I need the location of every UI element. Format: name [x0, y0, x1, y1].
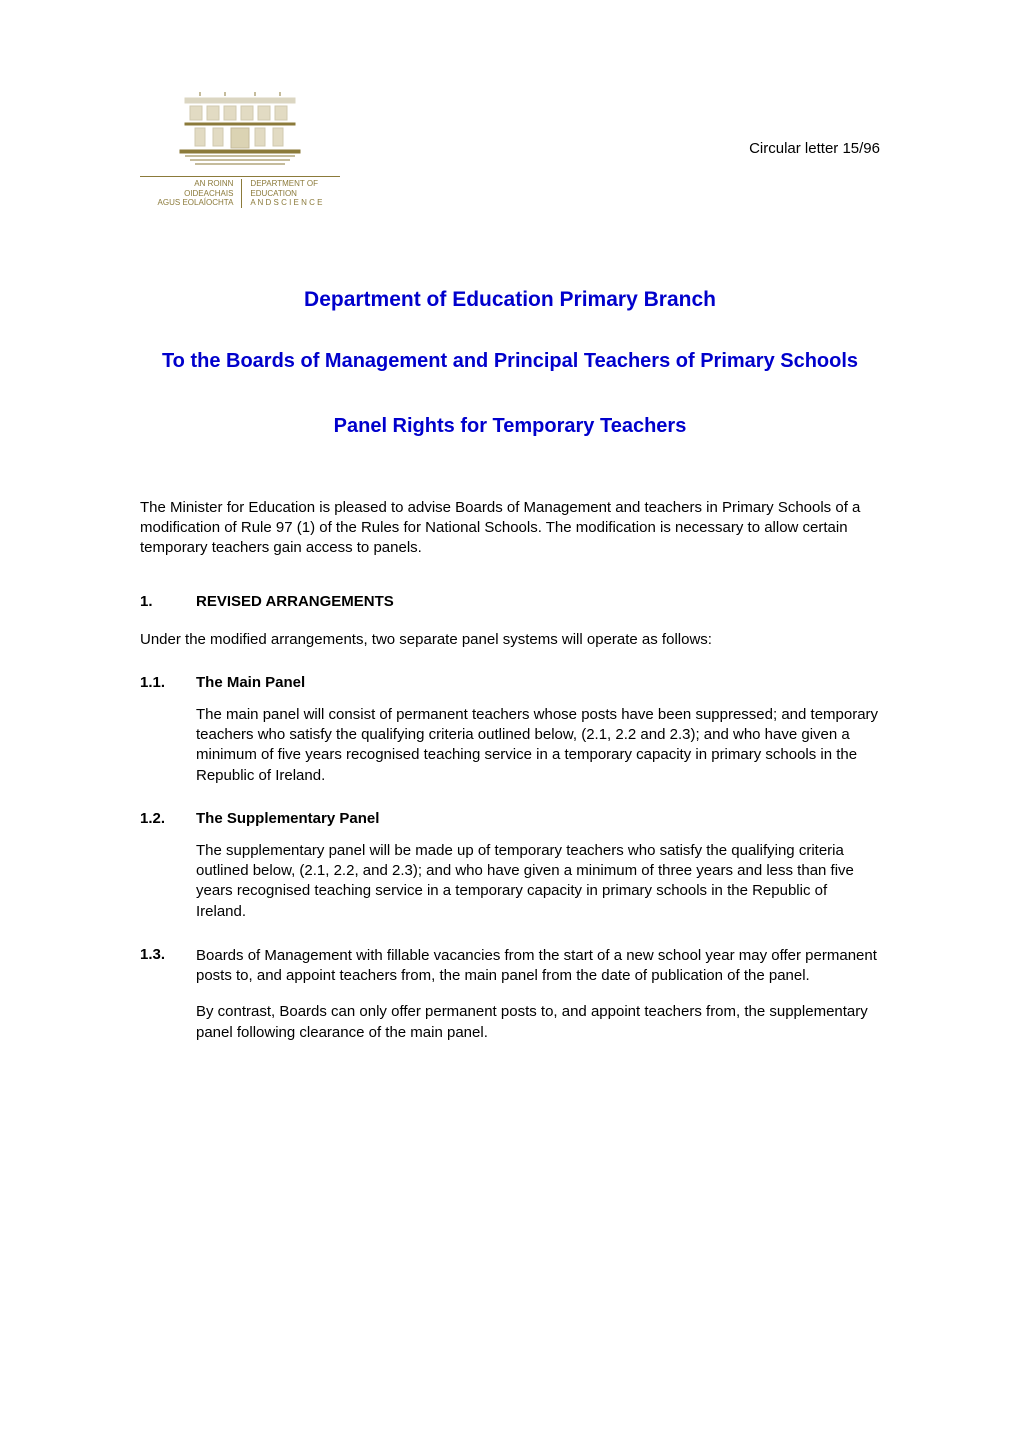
- sub-1-2-title: The Supplementary Panel: [196, 810, 880, 827]
- sub-1-1-title: The Main Panel: [196, 674, 880, 691]
- logo-irish-line3: AGUS EOLAÍOCHTA: [158, 198, 234, 208]
- title-addressees: To the Boards of Management and Principa…: [140, 348, 880, 375]
- logo-eng-line3: A N D S C I E N C E: [250, 198, 322, 208]
- logo-text-english: DEPARTMENT OF EDUCATION A N D S C I E N …: [250, 179, 322, 208]
- section-1-number: 1.: [140, 593, 158, 610]
- subsection-1-3: 1.3. Boards of Management with fillable …: [140, 946, 880, 1043]
- subsection-1-1: 1.1. The Main Panel The main panel will …: [140, 674, 880, 786]
- section-1-heading: 1. REVISED ARRANGEMENTS: [140, 593, 880, 610]
- intro-paragraph: The Minister for Education is pleased to…: [140, 498, 880, 559]
- title-department: Department of Education Primary Branch: [140, 288, 880, 312]
- logo-eng-line2: EDUCATION: [250, 189, 322, 199]
- logo-irish-line1: AN ROINN: [158, 179, 234, 189]
- department-logo: AN ROINN OIDEACHAIS AGUS EOLAÍOCHTA DEPA…: [140, 90, 340, 208]
- sub-1-3-number: 1.3.: [140, 946, 170, 1043]
- sub-1-1-content: The Main Panel The main panel will consi…: [196, 674, 880, 786]
- header-row: AN ROINN OIDEACHAIS AGUS EOLAÍOCHTA DEPA…: [140, 90, 880, 208]
- logo-irish-line2: OIDEACHAIS: [158, 189, 234, 199]
- sub-1-2-number: 1.2.: [140, 810, 170, 922]
- logo-building-graphic: [140, 90, 340, 170]
- title-subject: Panel Rights for Temporary Teachers: [140, 415, 880, 438]
- section-1-lead: Under the modified arrangements, two sep…: [140, 630, 880, 650]
- sub-1-1-number: 1.1.: [140, 674, 170, 786]
- sub-1-3-content: Boards of Management with fillable vacan…: [196, 946, 880, 1043]
- sub-1-3-body-p1: Boards of Management with fillable vacan…: [196, 946, 880, 987]
- building-icon: [155, 90, 325, 170]
- circular-reference: Circular letter 15/96: [749, 140, 880, 157]
- sub-1-2-content: The Supplementary Panel The supplementar…: [196, 810, 880, 922]
- sub-1-3-body-p2: By contrast, Boards can only offer perma…: [196, 1002, 880, 1043]
- logo-eng-line1: DEPARTMENT OF: [250, 179, 322, 189]
- sub-1-1-body: The main panel will consist of permanent…: [196, 705, 880, 786]
- sub-1-2-body: The supplementary panel will be made up …: [196, 841, 880, 922]
- logo-text-row: AN ROINN OIDEACHAIS AGUS EOLAÍOCHTA DEPA…: [140, 176, 340, 208]
- subsection-1-2: 1.2. The Supplementary Panel The supplem…: [140, 810, 880, 922]
- section-1-title: REVISED ARRANGEMENTS: [196, 593, 394, 610]
- logo-text-irish: AN ROINN OIDEACHAIS AGUS EOLAÍOCHTA: [158, 179, 243, 208]
